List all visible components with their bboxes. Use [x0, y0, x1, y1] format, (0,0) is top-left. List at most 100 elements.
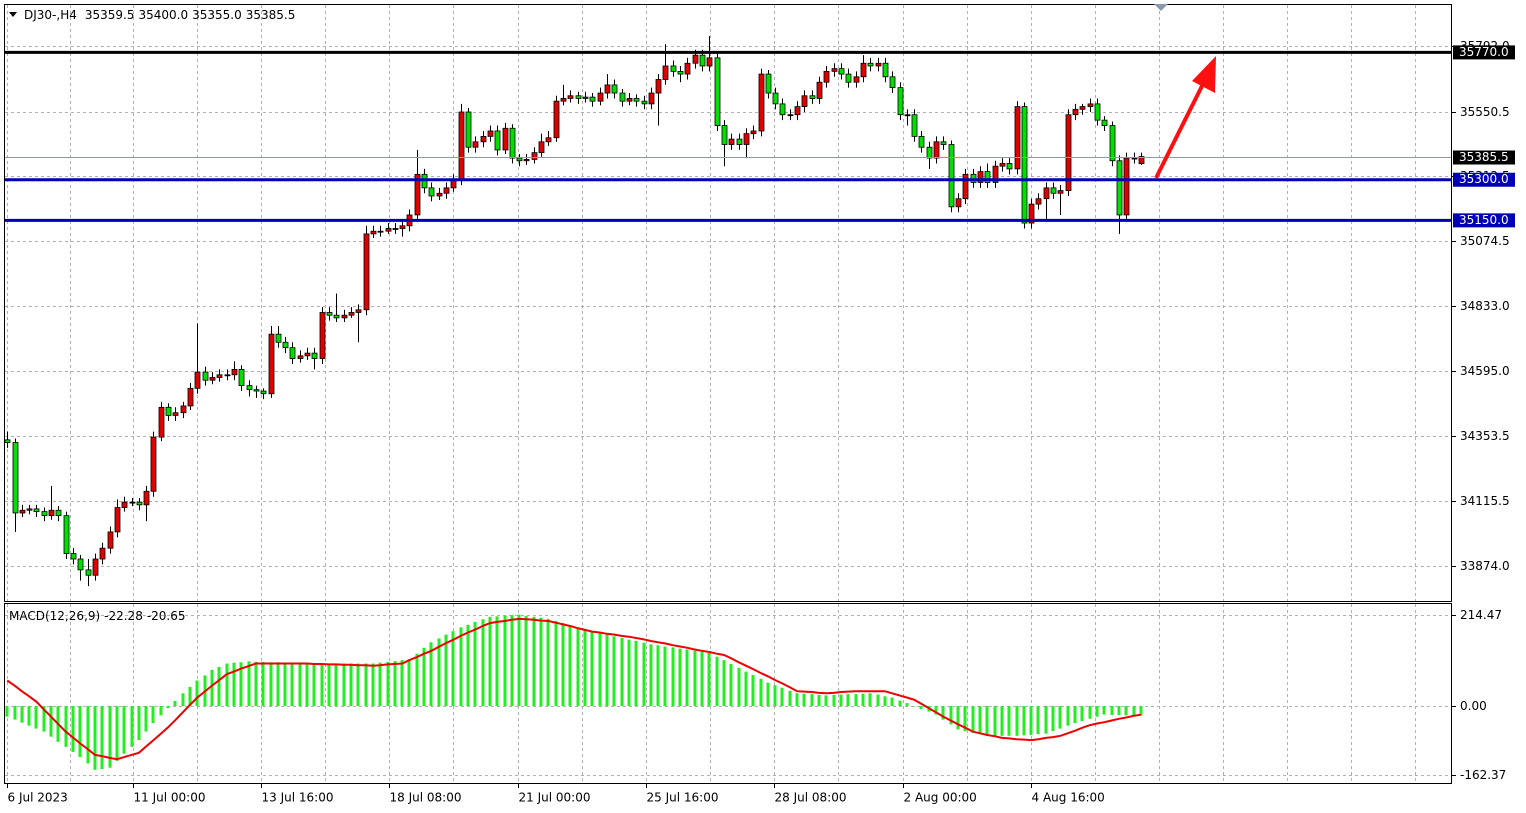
macd-bar — [824, 695, 828, 707]
macd-bar — [283, 662, 287, 707]
y-tick-label: 35550.5 — [1460, 105, 1510, 119]
macd-bar — [671, 647, 675, 707]
candle-body — [633, 98, 640, 102]
macd-bar — [254, 661, 258, 707]
candle-body — [216, 374, 223, 378]
macd-bar — [20, 706, 24, 723]
candle-body — [509, 127, 516, 159]
x-tick-label: 6 Jul 2023 — [8, 791, 68, 805]
x-tick-label: 4 Aug 16:00 — [1032, 791, 1105, 805]
macd-bar — [1088, 706, 1092, 719]
macd-bar — [1073, 706, 1077, 724]
macd-bar — [100, 706, 104, 769]
main-panel-frame — [4, 4, 1452, 602]
candle-body — [962, 173, 969, 200]
macd-bar — [159, 706, 163, 716]
candle-body — [801, 95, 808, 107]
candle-body — [158, 406, 165, 438]
macd-bar — [1051, 706, 1055, 732]
macd-bar — [1132, 706, 1136, 716]
y-tick-label: 34353.5 — [1460, 429, 1510, 443]
candle-body — [19, 509, 26, 514]
candle-body — [597, 92, 604, 102]
candle-body — [48, 509, 55, 517]
macd-bar — [583, 629, 587, 707]
macd-bar — [415, 653, 419, 707]
macd-y-tick-label: 214.47 — [1460, 608, 1502, 622]
macd-bar — [744, 671, 748, 707]
candle-body — [502, 127, 509, 151]
candle-body — [85, 569, 92, 576]
current-price-label: 35385.5 — [1459, 150, 1509, 164]
candle-body — [655, 79, 662, 94]
macd-bar — [130, 706, 134, 747]
macd-bar — [854, 694, 858, 707]
macd-bar — [846, 694, 850, 707]
macd-bar — [554, 621, 558, 707]
candle-body — [838, 68, 845, 75]
candle-body — [867, 62, 874, 67]
candle-body — [209, 377, 216, 381]
macd-bar — [1095, 706, 1099, 717]
macd-bar — [627, 639, 631, 707]
macd-bar — [378, 662, 382, 707]
candle-body — [136, 501, 143, 506]
candle-body — [107, 531, 114, 549]
macd-bar — [64, 706, 68, 747]
candle-body — [699, 54, 706, 67]
macd-bar — [919, 706, 923, 710]
candle-body — [180, 405, 187, 414]
candle-body — [282, 341, 289, 349]
macd-bar — [305, 663, 309, 707]
macd-bar — [1000, 706, 1004, 736]
macd-bar — [759, 678, 763, 707]
macd-bar — [429, 642, 433, 707]
candle-body — [1057, 190, 1064, 194]
candle-body — [472, 141, 479, 148]
macd-bar — [86, 706, 90, 764]
macd-bar — [108, 706, 112, 768]
candle-body — [1072, 108, 1079, 116]
candle-body — [889, 76, 896, 89]
candle-body — [224, 374, 231, 377]
macd-bar — [269, 662, 273, 707]
candle-body — [268, 333, 275, 395]
candle-body — [1087, 103, 1094, 107]
annotation-arrow-head — [1192, 56, 1216, 93]
symbol: DJ30-,H4 — [24, 8, 77, 22]
candle-body — [911, 114, 918, 137]
candle-body — [787, 114, 794, 117]
macd-signal-line — [6, 617, 1142, 761]
candle-body — [4, 439, 11, 443]
candle-body — [926, 146, 933, 159]
candle-body — [12, 442, 19, 514]
x-tick-label: 28 Jul 08:00 — [775, 791, 847, 805]
macd-bar — [993, 706, 997, 736]
macd-bar — [356, 663, 360, 707]
macd-bar — [225, 663, 229, 707]
macd-bar — [568, 625, 572, 707]
candle-body — [823, 70, 830, 83]
candle-body — [779, 103, 786, 116]
candle-body — [940, 141, 947, 145]
candle-body — [33, 508, 40, 512]
macd-bar — [546, 618, 550, 707]
macd-y-tick-label: 0.00 — [1460, 699, 1487, 713]
macd-bar — [407, 659, 411, 707]
macd-bar — [312, 663, 316, 707]
macd-bar — [678, 648, 682, 707]
macd-label: MACD(12,26,9) — [9, 609, 100, 623]
macd-bar — [1080, 706, 1084, 721]
candle-body — [984, 171, 991, 183]
candle-body — [662, 65, 669, 80]
macd-bar — [444, 634, 448, 707]
candle-body — [348, 312, 355, 316]
candle-body — [319, 312, 326, 359]
macd-bar — [766, 682, 770, 707]
candle-body — [728, 138, 735, 145]
macd-bar — [715, 656, 719, 707]
y-tick-label: 34833.0 — [1460, 299, 1510, 313]
macd-bar — [663, 646, 667, 707]
macd-bar — [78, 706, 82, 758]
macd-bar — [239, 662, 243, 707]
